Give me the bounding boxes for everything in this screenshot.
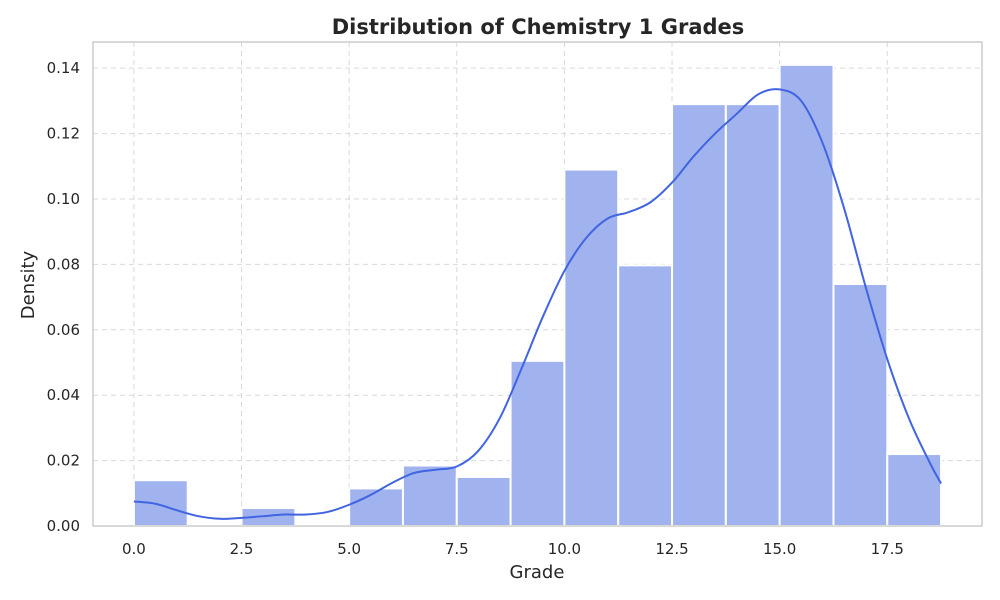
kde-curve-group xyxy=(133,88,942,520)
histogram-bar xyxy=(617,264,674,527)
histogram-bar xyxy=(348,487,404,528)
x-tick-label: 10.0 xyxy=(548,540,581,558)
x-tick-label: 7.5 xyxy=(445,540,469,558)
y-tick-label: 0.10 xyxy=(47,190,80,208)
x-tick-label: 0.0 xyxy=(122,540,146,558)
x-tick-label: 15.0 xyxy=(763,540,796,558)
plot-frame xyxy=(92,41,983,527)
histogram-bar xyxy=(724,103,781,527)
histogram-bar xyxy=(455,475,512,528)
y-tick-label: 0.12 xyxy=(47,125,80,143)
histogram-bar xyxy=(563,168,620,528)
histogram-bar xyxy=(778,63,835,527)
histogram-bar xyxy=(509,359,566,527)
x-tick-label: 17.5 xyxy=(871,540,904,558)
x-axis-ticks: 0.0 2.5 5.0 7.5 10.0 12.5 15.0 17.5 xyxy=(122,540,904,558)
x-axis-label: Grade xyxy=(510,562,565,583)
y-tick-label: 0.14 xyxy=(47,59,80,77)
y-axis-label: Density xyxy=(18,250,39,319)
y-tick-label: 0.06 xyxy=(47,321,80,339)
histogram-bar xyxy=(671,103,727,527)
y-tick-label: 0.02 xyxy=(47,452,80,470)
chart-title: Distribution of Chemistry 1 Grades xyxy=(332,15,745,39)
histogram-bar xyxy=(832,283,889,527)
x-tick-label: 5.0 xyxy=(337,540,361,558)
kde-line xyxy=(133,88,942,520)
y-tick-label: 0.00 xyxy=(47,517,80,535)
y-tick-label: 0.08 xyxy=(47,255,80,273)
histogram-bar xyxy=(886,453,943,527)
x-tick-label: 12.5 xyxy=(655,540,688,558)
y-axis-ticks: 0.00 0.02 0.04 0.06 0.08 0.10 0.12 0.14 xyxy=(47,59,80,535)
y-tick-label: 0.04 xyxy=(47,386,80,404)
x-tick-label: 2.5 xyxy=(230,540,254,558)
